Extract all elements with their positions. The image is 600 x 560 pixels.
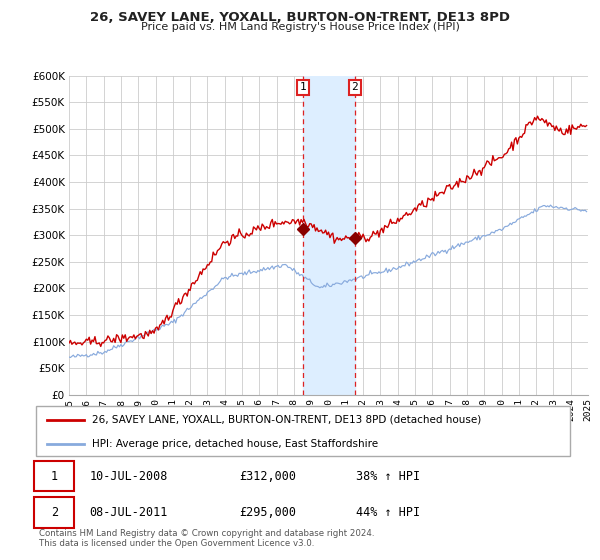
Bar (303, 76, 355, 395)
Text: 26, SAVEY LANE, YOXALL, BURTON-ON-TRENT, DE13 8PD (detached house): 26, SAVEY LANE, YOXALL, BURTON-ON-TRENT,… (92, 414, 481, 424)
Text: £312,000: £312,000 (239, 469, 296, 483)
Text: 08-JUL-2011: 08-JUL-2011 (89, 506, 168, 519)
Text: 26, SAVEY LANE, YOXALL, BURTON-ON-TRENT, DE13 8PD: 26, SAVEY LANE, YOXALL, BURTON-ON-TRENT,… (90, 11, 510, 24)
Text: Price paid vs. HM Land Registry's House Price Index (HPI): Price paid vs. HM Land Registry's House … (140, 22, 460, 32)
Text: 44% ↑ HPI: 44% ↑ HPI (356, 506, 421, 519)
FancyBboxPatch shape (34, 460, 74, 492)
FancyBboxPatch shape (34, 497, 74, 528)
Text: £295,000: £295,000 (239, 506, 296, 519)
Text: 1: 1 (51, 469, 58, 483)
Text: 10-JUL-2008: 10-JUL-2008 (89, 469, 168, 483)
Text: 2: 2 (51, 506, 58, 519)
Text: Contains HM Land Registry data © Crown copyright and database right 2024.: Contains HM Land Registry data © Crown c… (39, 529, 374, 538)
Text: This data is licensed under the Open Government Licence v3.0.: This data is licensed under the Open Gov… (39, 539, 314, 548)
Text: HPI: Average price, detached house, East Staffordshire: HPI: Average price, detached house, East… (92, 439, 378, 449)
Text: 2: 2 (352, 82, 358, 92)
Text: 1: 1 (299, 82, 307, 92)
Text: 38% ↑ HPI: 38% ↑ HPI (356, 469, 421, 483)
